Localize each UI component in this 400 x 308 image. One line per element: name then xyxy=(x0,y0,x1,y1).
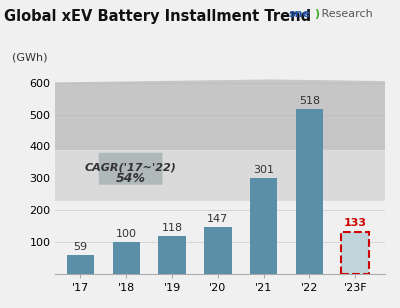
Bar xyxy=(250,178,277,274)
Text: 147: 147 xyxy=(207,214,228,224)
Text: Global xEV Battery Installment Trend: Global xEV Battery Installment Trend xyxy=(4,9,311,24)
Text: 118: 118 xyxy=(162,223,183,233)
Bar xyxy=(296,109,323,274)
Text: 59: 59 xyxy=(74,242,88,252)
Bar xyxy=(342,232,369,274)
Text: 301: 301 xyxy=(253,165,274,175)
Polygon shape xyxy=(0,79,400,201)
Text: 100: 100 xyxy=(116,229,137,239)
Bar xyxy=(204,227,232,274)
Text: ): ) xyxy=(314,9,319,19)
Polygon shape xyxy=(0,150,400,201)
FancyBboxPatch shape xyxy=(99,153,162,185)
Text: CAGR('17~'22): CAGR('17~'22) xyxy=(85,162,176,172)
Text: 54%: 54% xyxy=(116,172,146,185)
Bar xyxy=(67,255,94,274)
Text: sne: sne xyxy=(288,9,310,19)
Bar xyxy=(342,232,369,274)
Bar xyxy=(112,242,140,274)
Text: Research: Research xyxy=(318,9,373,19)
Text: 133: 133 xyxy=(344,218,367,228)
Bar xyxy=(158,236,186,274)
Text: (GWh): (GWh) xyxy=(12,53,48,63)
Text: 518: 518 xyxy=(299,95,320,106)
